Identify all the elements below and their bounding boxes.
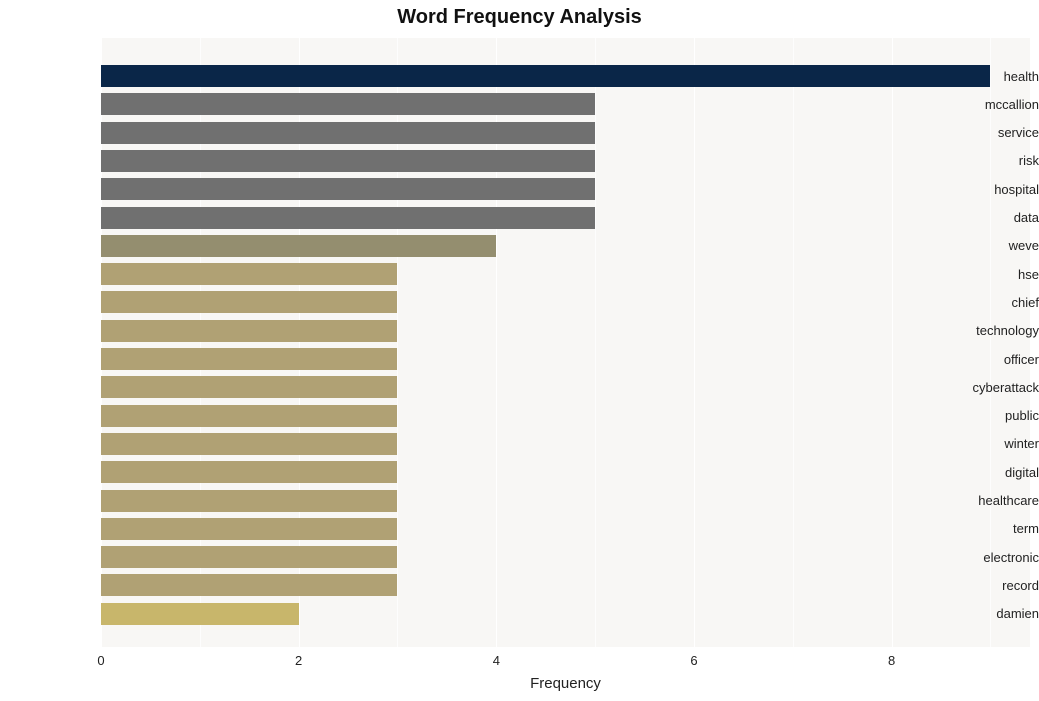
y-label-electronic: electronic [944, 550, 1039, 565]
bar-risk [101, 150, 595, 172]
y-label-hse: hse [944, 267, 1039, 282]
plot-area [101, 38, 1030, 647]
bar-hse [101, 263, 397, 285]
bar-electronic [101, 546, 397, 568]
bar-cyberattack [101, 376, 397, 398]
x-tick-2: 2 [279, 653, 319, 668]
bar-digital [101, 461, 397, 483]
bar-health [101, 65, 990, 87]
bar-damien [101, 603, 299, 625]
grid-line [892, 38, 893, 647]
y-label-mccallion: mccallion [944, 97, 1039, 112]
y-label-digital: digital [944, 465, 1039, 480]
y-label-health: health [944, 69, 1039, 84]
bar-chief [101, 291, 397, 313]
x-axis-title: Frequency [101, 675, 1030, 692]
bar-term [101, 518, 397, 540]
grid-line-minor [595, 38, 596, 647]
x-tick-6: 6 [674, 653, 714, 668]
y-label-service: service [944, 125, 1039, 140]
bar-technology [101, 320, 397, 342]
word-frequency-chart: Word Frequency Analysis Frequency health… [0, 0, 1039, 701]
bar-mccallion [101, 93, 595, 115]
bar-weve [101, 235, 496, 257]
x-tick-8: 8 [872, 653, 912, 668]
grid-line-minor [793, 38, 794, 647]
y-label-record: record [944, 578, 1039, 593]
bar-record [101, 574, 397, 596]
bar-data [101, 207, 595, 229]
y-label-cyberattack: cyberattack [944, 380, 1039, 395]
y-label-public: public [944, 408, 1039, 423]
y-label-hospital: hospital [944, 182, 1039, 197]
x-tick-4: 4 [476, 653, 516, 668]
x-tick-0: 0 [81, 653, 121, 668]
bar-public [101, 405, 397, 427]
y-label-winter: winter [944, 436, 1039, 451]
y-label-technology: technology [944, 323, 1039, 338]
bar-service [101, 122, 595, 144]
chart-title: Word Frequency Analysis [0, 6, 1039, 29]
y-label-weve: weve [944, 238, 1039, 253]
bar-winter [101, 433, 397, 455]
y-label-risk: risk [944, 153, 1039, 168]
bar-officer [101, 348, 397, 370]
y-label-data: data [944, 210, 1039, 225]
y-label-term: term [944, 521, 1039, 536]
y-label-officer: officer [944, 352, 1039, 367]
y-label-damien: damien [944, 606, 1039, 621]
grid-line [694, 38, 695, 647]
y-label-chief: chief [944, 295, 1039, 310]
bar-hospital [101, 178, 595, 200]
y-label-healthcare: healthcare [944, 493, 1039, 508]
bar-healthcare [101, 490, 397, 512]
